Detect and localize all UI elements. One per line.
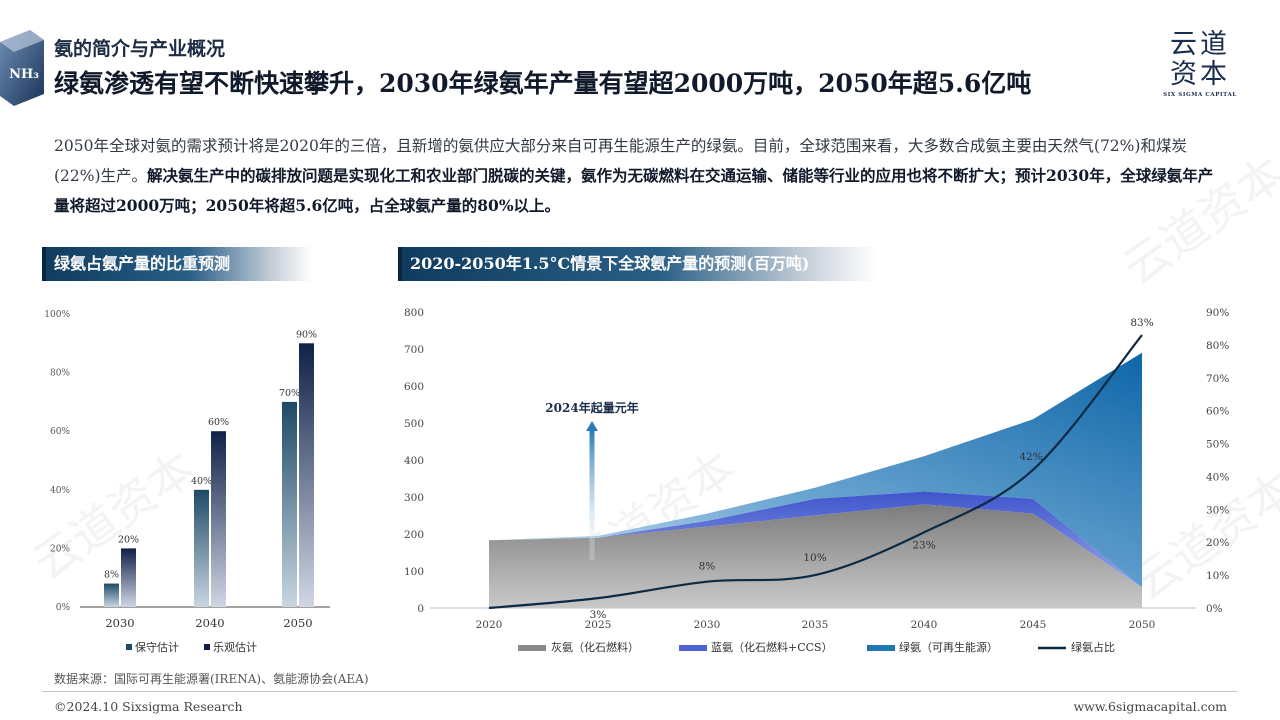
line-green-share [488, 334, 1143, 610]
line-value-label: 42% [1019, 451, 1042, 463]
line-value-label: 23% [912, 539, 935, 551]
y-right-tick-label: 60% [1206, 406, 1229, 418]
y-right-tick-label: 10% [1206, 570, 1229, 582]
y-left-tick-label: 800 [404, 307, 424, 319]
y-tick-label: 0% [56, 603, 71, 613]
x-tick-label: 2035 [802, 619, 829, 631]
bar-value-label: 90% [296, 329, 317, 340]
bar [121, 548, 136, 607]
y-left-tick-label: 100 [404, 566, 424, 578]
y-right-tick-label: 40% [1206, 471, 1229, 483]
x-tick-label: 2045 [1020, 619, 1047, 631]
y-left-tick-label: 600 [404, 381, 424, 393]
area-blue-ammonia [489, 491, 1142, 588]
bar [104, 583, 119, 607]
x-tick-label: 2040 [195, 616, 224, 630]
section-right-label: 2020-2050年1.5°C情景下全球氨产量的预测(百万吨) [410, 254, 810, 273]
x-tick-label: 2050 [283, 616, 312, 630]
data-source: 数据来源：国际可再生能源署(IRENA)、氨能源协会(AEA) [54, 672, 369, 686]
bar [282, 401, 297, 607]
legend-label: 保守估计 [135, 640, 179, 654]
logo-text: NH₃ [9, 67, 39, 82]
section-title-right: 2020-2050年1.5°C情景下全球氨产量的预测(百万吨) [398, 247, 876, 281]
legend-label: 灰氨（化石燃料） [551, 640, 639, 654]
intro-paragraph: 2050年全球对氨的需求预计将是2020年的三倍，且新增的氨供应大部分来自可再生… [54, 131, 1224, 221]
annotation-label: 2024年起量元年 [545, 400, 638, 415]
y-left-tick-label: 300 [404, 492, 424, 504]
x-tick-label: 2020 [476, 619, 503, 631]
brand-cn-line1: 云道 [1170, 29, 1230, 60]
line-value-label: 83% [1130, 317, 1153, 329]
area-green-ammonia [489, 352, 1142, 588]
y-left-tick-label: 500 [404, 418, 424, 430]
section-left-label: 绿氨占氨产量的比重预测 [54, 254, 231, 273]
line-value-label: 10% [803, 552, 826, 564]
area-chart: 0 100 200 300 400 500 600 700 800 0% 10% 20% 30% 40% 5… [404, 307, 1229, 654]
bar-value-label: 40% [191, 476, 212, 487]
section-accent [42, 247, 46, 281]
brand-logo: 云道 资本 SIX SIGMA CAPITAL [1160, 29, 1240, 99]
copyright: ©2024.10 Sixsigma Research [54, 699, 243, 714]
annotation-arrow [589, 430, 595, 560]
bar-value-label: 20% [118, 534, 139, 545]
y-tick-label: 80% [50, 369, 70, 379]
area-gray-ammonia [489, 504, 1142, 608]
legend-swatch [126, 644, 132, 650]
legend-swatch [518, 645, 546, 651]
bar-value-label: 60% [208, 417, 229, 428]
bar [211, 431, 226, 607]
legend-label: 乐观估计 [213, 641, 257, 654]
legend-label: 绿氨占比 [1071, 640, 1115, 654]
brand-cn-line2: 资本 [1170, 59, 1230, 90]
bar [299, 343, 314, 607]
x-tick-label: 2030 [694, 619, 721, 631]
footer-divider [42, 691, 1237, 692]
y-left-tick-label: 200 [404, 529, 424, 541]
intro-normal: 2050年全球对氨的需求预计将是2020年的三倍，且新增的氨供应大部分来自可再生… [54, 137, 1187, 185]
legend-swatch [867, 645, 895, 651]
x-tick-label: 2025 [585, 619, 612, 631]
intro-bold: 解决氨生产中的碳排放问题是实现化工和农业部门脱碳的关键，氨作为无碳燃料在交通运输… [54, 166, 1214, 215]
y-right-tick-label: 20% [1206, 537, 1229, 549]
section-accent [398, 247, 402, 281]
legend-label: 绿氨（可再生能源） [899, 640, 998, 654]
y-right-tick-label: 30% [1206, 504, 1229, 516]
legend-swatch [204, 644, 210, 650]
website-link[interactable]: www.6sigmacapital.com [1073, 699, 1227, 714]
y-tick-label: 60% [50, 427, 70, 437]
y-left-tick-label: 700 [404, 344, 424, 356]
y-right-tick-label: 70% [1206, 373, 1229, 385]
y-right-tick-label: 90% [1206, 307, 1229, 319]
y-tick-label: 40% [50, 486, 70, 496]
line-value-label: 3% [590, 609, 607, 621]
page-title: 绿氨渗透有望不断快速攀升，2030年绿氨年产量有望超2000万吨，2050年超5… [54, 69, 1032, 98]
bar [194, 489, 209, 607]
header-subtitle: 氨的简介与产业概况 [54, 38, 226, 60]
y-left-tick-label: 400 [404, 455, 424, 467]
bar-value-label: 8% [104, 570, 119, 581]
y-tick-label: 20% [50, 544, 70, 554]
section-title-left: 绿氨占氨产量的比重预测 [42, 247, 312, 281]
bar-value-label: 70% [279, 388, 300, 399]
x-tick-label: 2040 [911, 619, 938, 631]
y-left-tick-label: 0 [417, 603, 424, 615]
x-tick-label: 2030 [105, 616, 134, 630]
legend-label: 蓝氨（化石燃料+CCS） [711, 640, 833, 654]
y-tick-label: 100% [44, 310, 70, 320]
bar-chart: 0% 20% 40% 60% 80% 100% 8% 20% 2030 40% 60% 2040 70%… [44, 310, 330, 654]
y-right-tick-label: 50% [1206, 439, 1229, 451]
line-value-label: 8% [699, 561, 716, 573]
annotation-arrow-head [586, 421, 598, 431]
x-tick-label: 2050 [1129, 619, 1156, 631]
legend-swatch [679, 645, 707, 651]
y-right-tick-label: 80% [1206, 340, 1229, 352]
nh3-logo: NH₃ [0, 30, 44, 106]
brand-en: SIX SIGMA CAPITAL [1163, 92, 1237, 98]
y-right-tick-label: 0% [1206, 603, 1223, 615]
